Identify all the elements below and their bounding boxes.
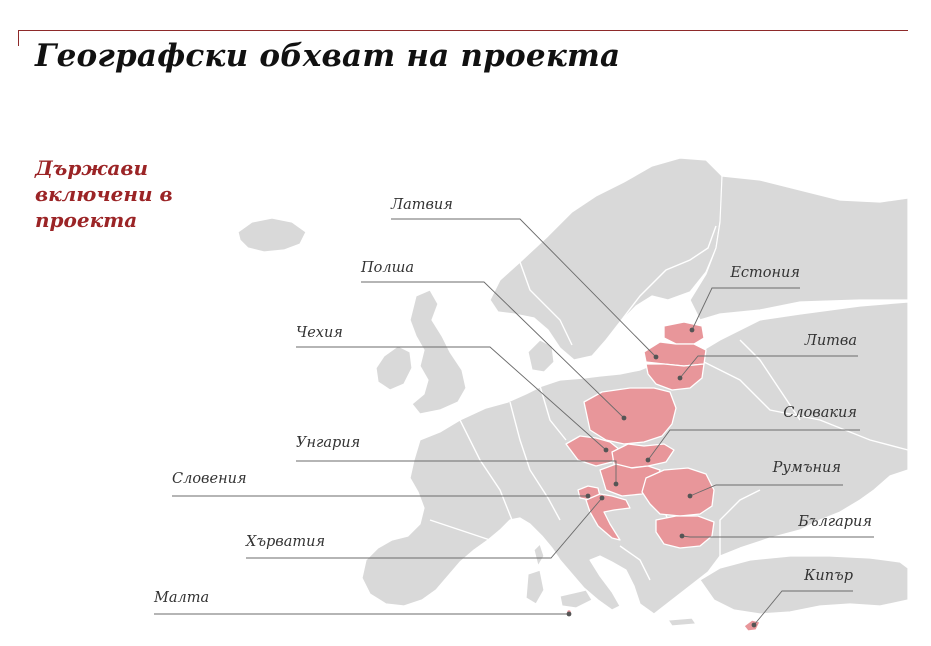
malta-label: Малта [153, 590, 209, 606]
denmark-shape [527, 339, 555, 373]
cyprus-label: Кипър [803, 568, 853, 584]
base-land [237, 157, 909, 627]
cyprus-leader [753, 590, 853, 626]
ireland-shape [375, 345, 413, 391]
sicily-shape [559, 589, 593, 609]
top-rule-tick [18, 30, 19, 46]
page-title: Географски обхват на проекта [35, 38, 621, 74]
czechia-label: Чехия [296, 325, 343, 341]
lithuania-label: Литва [804, 333, 857, 349]
poland-shape[interactable] [583, 387, 677, 445]
malta-dot [566, 611, 572, 617]
latvia-dot [653, 354, 659, 360]
romania-dot [687, 493, 693, 499]
hungary-leader [296, 460, 617, 484]
croatia-label: Хърватия [245, 534, 325, 550]
estonia-label: Естония [729, 265, 800, 281]
top-rule [18, 30, 908, 31]
estonia-leader [691, 287, 800, 331]
lithuania-dot [677, 375, 683, 381]
romania-label: Румъния [772, 460, 841, 476]
crete-shape [667, 617, 697, 627]
latvia-shape[interactable] [643, 341, 707, 367]
czechia-leader [296, 346, 607, 451]
poland-dot [621, 415, 627, 421]
bulgaria-shape[interactable] [655, 515, 715, 549]
lithuania-leader [679, 355, 858, 379]
slovakia-leader [647, 429, 860, 461]
included-countries [565, 321, 761, 632]
bulgaria-label: България [797, 514, 872, 530]
slovenia-dot [585, 493, 591, 499]
lithuania-shape[interactable] [645, 363, 705, 391]
scandinavia-shape [489, 157, 723, 361]
estonia-shape[interactable] [663, 321, 705, 345]
sardinia-shape [525, 569, 545, 605]
cyprus-dot [751, 622, 757, 628]
czechia-dot [603, 447, 609, 453]
iceland-shape [237, 217, 307, 253]
latvia-leader [391, 218, 657, 358]
romania-shape[interactable] [641, 467, 715, 517]
hungary-dot [613, 481, 619, 487]
hungary-label: Унгария [296, 435, 360, 451]
croatia-leader [246, 497, 603, 559]
leader-lines [154, 218, 874, 626]
slovakia-label: Словакия [783, 405, 857, 421]
romania-leader [689, 484, 843, 497]
estonia-dot [689, 327, 695, 333]
legend-subtitle: Държави включени в проекта [35, 156, 173, 232]
anchor-dots [566, 327, 757, 628]
slovenia-label: Словения [172, 471, 247, 487]
corsica-shape [533, 543, 545, 567]
poland-label: Полша [360, 260, 414, 276]
karelia-shape [689, 175, 909, 321]
great-britain-shape [409, 289, 467, 415]
anatolia-shape [699, 555, 909, 615]
croatia-shape[interactable] [585, 493, 631, 541]
latvia-label: Латвия [390, 197, 453, 213]
croatia-dot [599, 495, 605, 501]
country-labels: Латвия Полша Чехия Унгария Словения Хърв… [153, 197, 872, 606]
slovakia-dot [645, 457, 651, 463]
bulgaria-dot [679, 533, 685, 539]
bulgaria-leader [681, 535, 874, 538]
gray-borders [429, 225, 909, 581]
poland-leader [361, 281, 625, 419]
